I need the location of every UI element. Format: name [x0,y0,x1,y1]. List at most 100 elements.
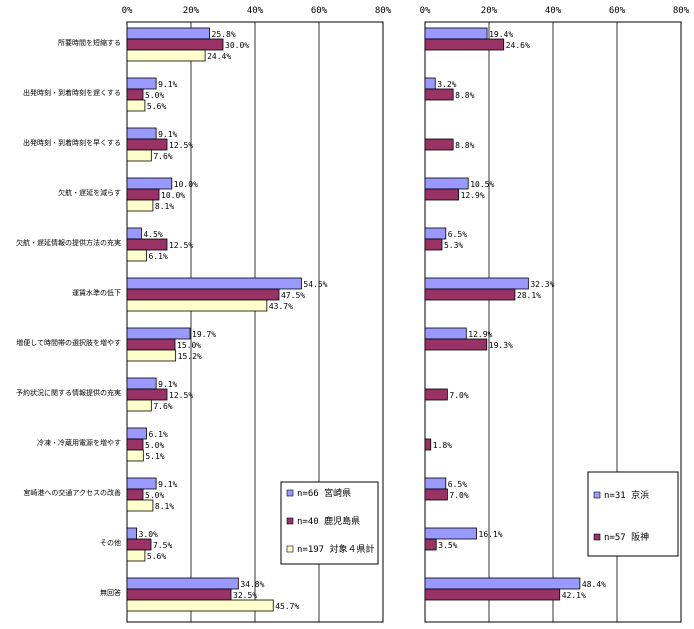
left-data-label: 15.2% [178,352,202,361]
category-label: その他 [100,538,121,547]
right-bar-series-0 [424,77,436,90]
category-label: 増便して時間帯の選択肢を増やす [16,338,121,347]
left-data-label: 54.5% [303,280,327,289]
category-label: 宮崎港への交通アクセスの改善 [23,488,121,497]
right-legend-swatch [593,533,601,541]
category-label: 運賃水準の低下 [72,288,121,297]
left-legend-label: n=66 宮崎県 [297,487,351,499]
left-bar-series-2 [126,399,152,412]
left-data-label: 3.0% [139,530,158,539]
left-data-label: 9.1% [158,380,177,389]
left-data-label: 43.7% [269,302,293,311]
left-bar-series-1 [126,588,232,601]
right-bar-series-1 [424,238,443,251]
left-bar-series-2 [126,299,268,312]
left-bar-series-0 [126,127,157,140]
left-bar-series-2 [126,349,177,362]
left-x-tick-label: 0% [122,6,133,16]
left-bar-series-1 [126,388,168,401]
left-bar-series-0 [126,27,210,40]
right-x-tick-label: 40% [545,6,562,16]
right-legend-swatch [593,491,601,499]
right-data-label: 10.5% [470,180,494,189]
left-data-label: 45.7% [275,602,299,611]
left-data-label: 15.0% [177,341,201,350]
right-data-label: 19.3% [489,341,513,350]
left-bar-series-1 [126,438,144,451]
left-data-label: 6.1% [149,252,168,261]
left-bar-series-1 [126,538,152,551]
right-data-label: 28.1% [517,291,541,300]
left-data-label: 19.7% [192,330,216,339]
left-data-label: 9.1% [158,80,177,89]
category-label: 欠航・遅延を減らす [58,188,121,197]
right-data-label: 8.8% [455,141,474,150]
left-bar-series-0 [126,277,302,290]
right-x-tick-label: 0% [420,6,431,16]
right-bar-series-1 [424,538,437,551]
right-data-label: 48.4% [582,580,606,589]
right-bar-series-0 [424,527,477,540]
right-bar-series-0 [424,27,488,40]
left-legend-swatch [286,545,294,553]
left-bar-series-2 [126,249,147,262]
left-data-label: 24.4% [207,52,231,61]
left-data-label: 10.0% [174,180,198,189]
right-bar-series-0 [424,177,469,190]
right-data-label: 24.6% [506,41,530,50]
left-legend-swatch [286,489,294,497]
left-bar-series-1 [126,138,168,151]
left-bar-series-1 [126,288,280,301]
category-label: 無回答 [100,588,121,597]
left-x-tick-label: 40% [247,6,264,16]
right-x-tick-label: 80% [673,6,690,16]
left-bar-series-2 [126,199,154,212]
left-data-label: 47.5% [281,291,305,300]
left-data-label: 25.8% [212,30,236,39]
left-bar-series-2 [126,149,152,162]
right-bar-series-1 [424,188,459,201]
right-data-label: 7.0% [449,491,468,500]
left-bar-series-0 [126,427,147,440]
left-data-label: 9.1% [158,130,177,139]
category-label: 冷凍・冷蔵用電源を増やす [37,438,121,447]
left-bar-series-0 [126,527,137,540]
right-legend-box [587,471,679,557]
left-data-label: 7.5% [153,541,172,550]
left-data-label: 34.8% [240,580,264,589]
right-bar-series-0 [424,327,467,340]
right-chart: 0% 20% 40% 60% 80% 19.4% 24.6% 3.2% 8.8% 8.8% 10.… [420,6,690,623]
left-data-label: 8.1% [155,202,174,211]
left-data-label: 5.0% [145,441,164,450]
right-bar-series-1 [424,88,454,101]
right-data-label: 42.1% [562,591,586,600]
right-x-tick-label: 60% [609,6,626,16]
left-legend-swatch [286,517,294,525]
right-data-label: 8.8% [455,91,474,100]
category-label: 所要時間を短縮する [58,38,121,47]
right-bar-series-0 [424,227,447,240]
right-bar-series-1 [424,438,432,451]
right-bar-series-1 [424,38,505,51]
right-bar-series-1 [424,338,488,351]
left-data-label: 12.5% [169,241,193,250]
right-legend-label: n=57 阪神 [604,531,649,543]
left-data-label: 5.0% [145,91,164,100]
left-data-label: 8.1% [155,502,174,511]
right-data-label: 3.2% [437,80,456,89]
right-bar-series-0 [424,477,447,490]
right-data-label: 12.9% [468,330,492,339]
left-data-label: 5.0% [145,491,164,500]
left-bar-series-0 [126,77,157,90]
left-bar-series-1 [126,238,168,251]
left-data-label: 30.0% [225,41,249,50]
left-data-label: 5.1% [145,452,164,461]
right-bar-series-1 [424,488,448,501]
left-data-label: 5.6% [147,102,166,111]
left-bar-series-1 [126,38,224,51]
left-bar-series-2 [126,49,206,62]
left-bar-series-2 [126,449,144,462]
left-data-label: 12.5% [169,141,193,150]
left-bar-series-2 [126,549,146,562]
